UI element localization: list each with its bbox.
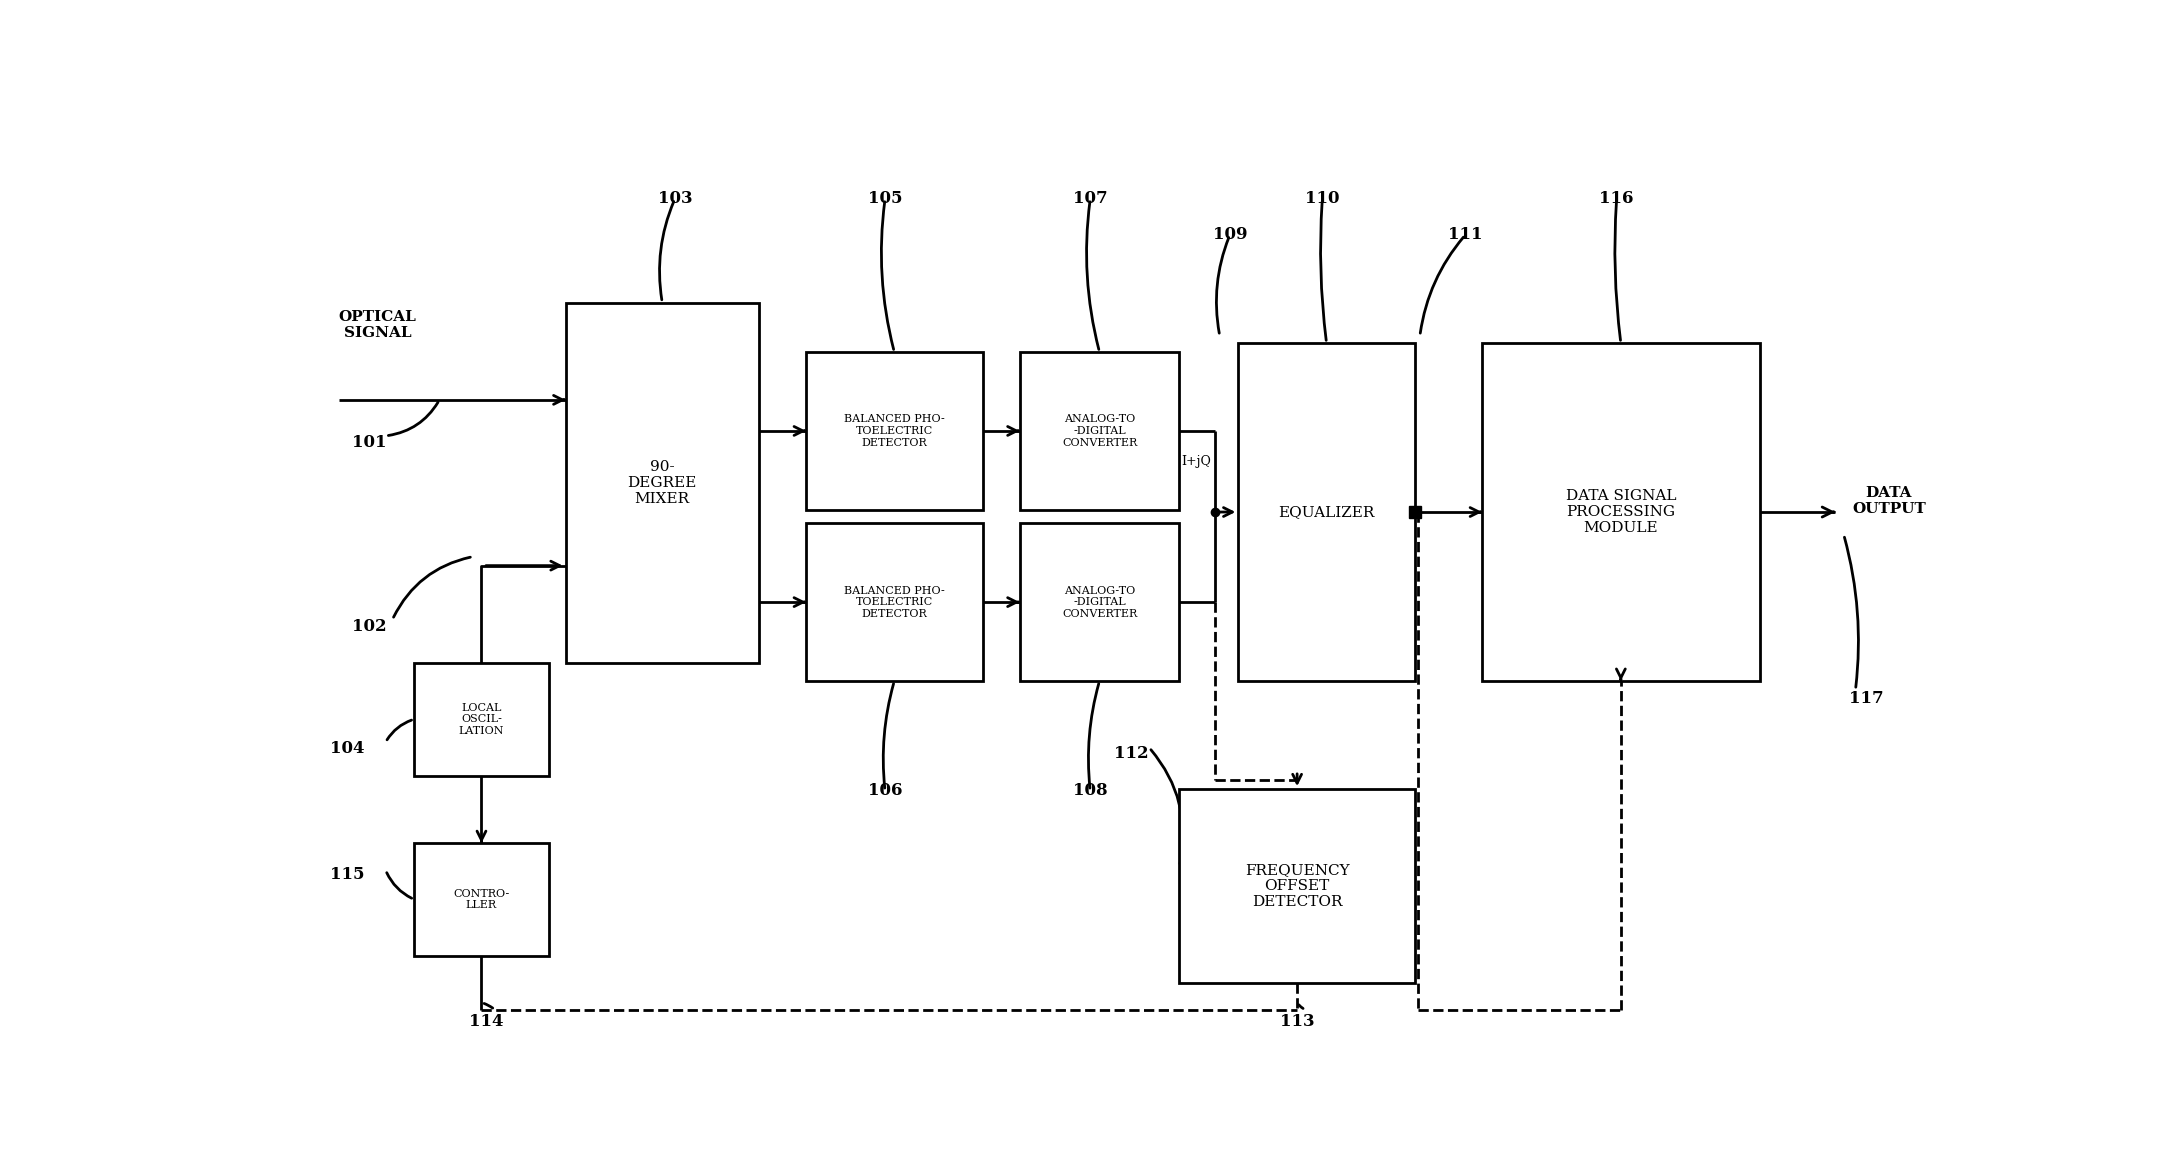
Text: 113: 113: [1280, 1013, 1315, 1030]
Text: 105: 105: [868, 191, 903, 207]
Text: ANALOG-TO
-DIGITAL
CONVERTER: ANALOG-TO -DIGITAL CONVERTER: [1061, 585, 1137, 619]
Text: 112: 112: [1115, 744, 1150, 762]
Text: BALANCED PHO-
TOELECTRIC
DETECTOR: BALANCED PHO- TOELECTRIC DETECTOR: [844, 414, 944, 448]
Bar: [1020, 352, 1180, 510]
Text: 116: 116: [1599, 191, 1634, 207]
Text: 90-
DEGREE
MIXER: 90- DEGREE MIXER: [627, 460, 697, 505]
Text: EQUALIZER: EQUALIZER: [1278, 505, 1376, 519]
Text: 111: 111: [1447, 227, 1482, 243]
Text: 117: 117: [1849, 690, 1884, 708]
Bar: [1180, 789, 1415, 983]
Bar: [805, 352, 983, 510]
Text: ANALOG-TO
-DIGITAL
CONVERTER: ANALOG-TO -DIGITAL CONVERTER: [1061, 414, 1137, 448]
Text: DATA
OUTPUT: DATA OUTPUT: [1851, 486, 1925, 516]
Bar: [1020, 523, 1180, 681]
Bar: [1239, 343, 1415, 681]
Text: 110: 110: [1304, 191, 1339, 207]
Text: 106: 106: [868, 783, 903, 799]
Text: CONTRO-
LLER: CONTRO- LLER: [454, 888, 510, 910]
Text: I+jQ: I+jQ: [1180, 455, 1211, 468]
Bar: [1482, 343, 1760, 681]
Text: 115: 115: [330, 866, 365, 883]
Text: 103: 103: [658, 191, 692, 207]
Text: 108: 108: [1072, 783, 1107, 799]
Text: 101: 101: [352, 434, 386, 450]
Bar: [414, 844, 549, 956]
Text: 107: 107: [1072, 191, 1107, 207]
Text: DATA SIGNAL
PROCESSING
MODULE: DATA SIGNAL PROCESSING MODULE: [1565, 489, 1675, 535]
Text: BALANCED PHO-
TOELECTRIC
DETECTOR: BALANCED PHO- TOELECTRIC DETECTOR: [844, 585, 944, 619]
Text: 109: 109: [1213, 227, 1248, 243]
Text: OPTICAL
SIGNAL: OPTICAL SIGNAL: [339, 310, 417, 340]
Text: 102: 102: [352, 619, 386, 635]
Text: 114: 114: [469, 1013, 503, 1030]
Text: 104: 104: [330, 739, 365, 757]
Bar: [414, 663, 549, 776]
Bar: [566, 303, 760, 663]
Text: FREQUENCY
OFFSET
DETECTOR: FREQUENCY OFFSET DETECTOR: [1246, 862, 1350, 909]
Bar: [805, 523, 983, 681]
Text: LOCAL
OSCIL-
LATION: LOCAL OSCIL- LATION: [458, 703, 503, 736]
